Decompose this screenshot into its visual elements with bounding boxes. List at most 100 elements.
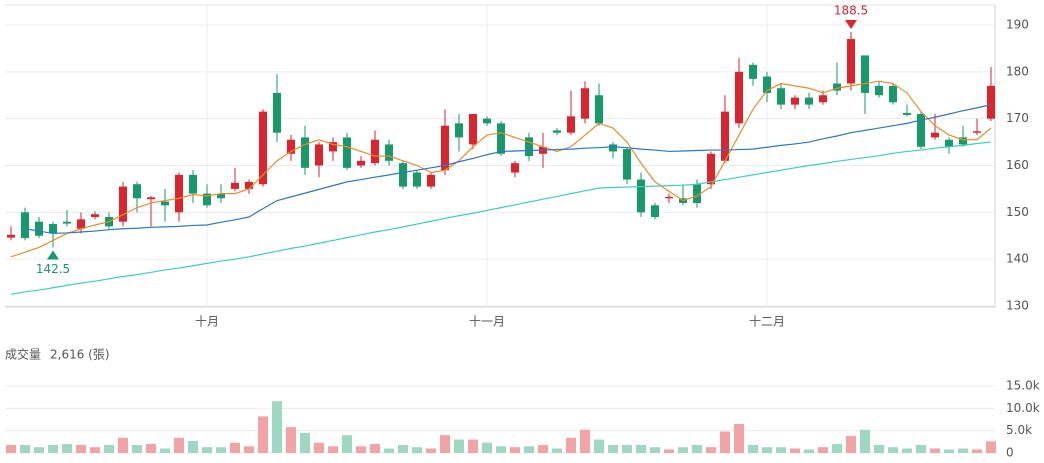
y-tick-label: 190 — [1006, 18, 1029, 32]
candle-body — [259, 111, 267, 185]
candle-body — [483, 118, 491, 124]
candle-body — [959, 137, 967, 145]
volume-bar — [328, 446, 338, 453]
volume-bar — [944, 449, 954, 453]
candle-body — [385, 144, 393, 161]
volume-bar — [874, 444, 884, 453]
volume-bar — [748, 444, 758, 453]
candle-body — [203, 193, 211, 206]
volume-bar — [706, 447, 716, 453]
volume-bar — [6, 444, 16, 453]
volume-bar — [160, 448, 170, 453]
volume-bar — [188, 440, 198, 453]
y-tick-label: 150 — [1006, 205, 1029, 219]
candle-body — [21, 212, 29, 239]
candle-body — [441, 125, 449, 171]
candle-body — [763, 76, 771, 93]
candle-body — [581, 88, 589, 119]
candle-body — [77, 219, 85, 229]
candle-body — [511, 163, 519, 173]
volume-bar — [566, 437, 576, 453]
x-tick-label: 十月 — [195, 315, 219, 329]
candle-body — [49, 224, 57, 234]
volume-bar — [146, 444, 156, 453]
candle-body — [455, 123, 463, 138]
volume-bar — [496, 446, 506, 453]
volume-bar — [230, 442, 240, 453]
volume-bar — [888, 447, 898, 453]
candle-body — [595, 95, 603, 124]
candle-body — [91, 214, 99, 218]
volume-bar — [986, 441, 996, 453]
candle-body — [805, 97, 813, 105]
volume-bar — [48, 444, 58, 453]
x-tick-label: 十二月 — [749, 315, 785, 329]
candle-body — [343, 137, 351, 168]
volume-bar — [650, 447, 660, 453]
candle-body — [567, 116, 575, 133]
candle-body — [119, 186, 127, 222]
candle-body — [371, 139, 379, 164]
volume-bar — [300, 432, 310, 453]
volume-readout: 2,616 (張) — [50, 348, 110, 362]
candle-body — [161, 201, 169, 206]
candle-body — [175, 174, 183, 213]
volume-bar — [720, 431, 730, 453]
volume-bar — [916, 444, 926, 453]
y-tick-label: 180 — [1006, 64, 1029, 78]
candle-body — [217, 193, 225, 199]
candle-body — [847, 39, 855, 84]
volume-bar — [356, 446, 366, 453]
candle-body — [231, 182, 239, 189]
y-tick-label: 15.0k — [1006, 379, 1040, 393]
volume-bar — [118, 437, 128, 453]
volume-bar — [174, 437, 184, 453]
candle-body — [245, 181, 253, 189]
low-label: 142.5 — [36, 262, 70, 276]
ma-line — [10, 80, 992, 258]
volume-bar — [342, 435, 352, 453]
volume-bar — [552, 448, 562, 453]
candle-body — [469, 113, 477, 145]
volume-title: 成交量 — [5, 347, 41, 362]
volume-bar — [34, 447, 44, 453]
candle-body — [735, 71, 743, 124]
volume-bar — [846, 436, 856, 453]
volume-bar — [20, 444, 30, 453]
candle-body — [189, 174, 197, 194]
volume-bar — [258, 416, 268, 453]
candle-body — [133, 184, 141, 199]
volume-bar — [202, 447, 212, 453]
volume-bar — [930, 448, 940, 453]
candle-body — [749, 64, 757, 79]
candle-body — [707, 153, 715, 185]
candle-body — [497, 123, 505, 154]
candle-body — [931, 132, 939, 138]
volume-bar — [454, 439, 464, 453]
volume-bar — [482, 442, 492, 453]
volume-bar — [762, 447, 772, 453]
candle-body — [637, 179, 645, 213]
volume-bar — [860, 429, 870, 453]
volume-bar — [426, 448, 436, 453]
candle-body — [651, 205, 659, 218]
candle-body — [903, 113, 911, 115]
volume-bar — [132, 444, 142, 453]
volume-bar — [272, 401, 282, 453]
volume-bar — [664, 449, 674, 453]
x-tick-label: 十一月 — [469, 315, 505, 329]
y-tick-label: 160 — [1006, 158, 1029, 172]
volume-bar — [468, 439, 478, 453]
candle-body — [693, 184, 701, 203]
candle-body — [63, 221, 71, 224]
volume-bar — [398, 444, 408, 453]
candle-body — [875, 85, 883, 96]
volume-bar — [734, 423, 744, 453]
volume-bar — [370, 444, 380, 453]
candle-body — [791, 97, 799, 105]
volume-bar — [90, 447, 100, 453]
candle-body — [147, 197, 155, 200]
candle-body — [7, 234, 15, 238]
volume-bar — [104, 444, 114, 453]
